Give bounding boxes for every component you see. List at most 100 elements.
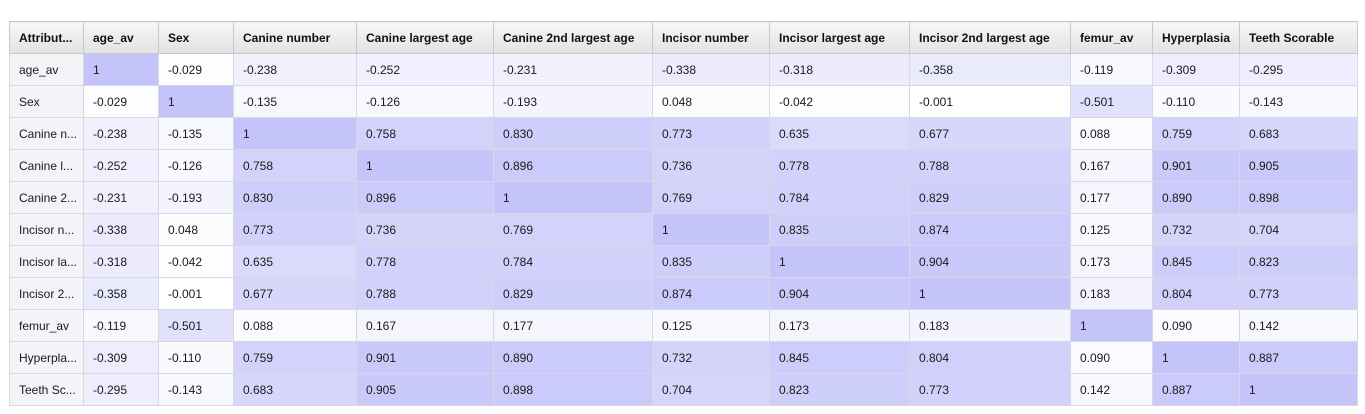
row-attribute-cell[interactable]: Incisor n...: [9, 213, 84, 246]
correlation-cell[interactable]: 0.890: [493, 341, 653, 374]
correlation-cell[interactable]: 0.887: [1152, 373, 1240, 406]
column-header[interactable]: femur_av: [1070, 21, 1153, 54]
correlation-cell[interactable]: 0.773: [652, 117, 770, 150]
table-row[interactable]: Incisor 2... -0.358 -0.001 0.677 0.788 0.829 0…: [9, 277, 1358, 310]
correlation-cell[interactable]: -0.318: [769, 53, 910, 86]
correlation-cell[interactable]: 0.183: [1070, 277, 1153, 310]
column-header[interactable]: age_av: [83, 21, 159, 54]
correlation-cell[interactable]: -0.042: [158, 245, 234, 278]
correlation-cell[interactable]: 0.048: [158, 213, 234, 246]
correlation-cell[interactable]: 0.732: [1152, 213, 1240, 246]
correlation-cell[interactable]: 0.904: [909, 245, 1071, 278]
column-header[interactable]: Incisor largest age: [769, 21, 910, 54]
correlation-cell[interactable]: 0.901: [1152, 149, 1240, 182]
correlation-cell[interactable]: -0.126: [158, 149, 234, 182]
row-attribute-cell[interactable]: Hyperpla...: [9, 341, 84, 374]
correlation-cell[interactable]: 0.677: [909, 117, 1071, 150]
correlation-cell[interactable]: 0.773: [909, 373, 1071, 406]
row-attribute-cell[interactable]: age_av: [9, 53, 84, 86]
correlation-cell[interactable]: 0.788: [909, 149, 1071, 182]
correlation-cell[interactable]: -0.252: [83, 149, 159, 182]
correlation-cell[interactable]: 0.769: [652, 181, 770, 214]
correlation-cell[interactable]: 1: [1070, 309, 1153, 342]
correlation-cell[interactable]: 1: [652, 213, 770, 246]
correlation-cell[interactable]: -0.119: [83, 309, 159, 342]
correlation-cell[interactable]: -0.001: [909, 85, 1071, 118]
correlation-cell[interactable]: 0.835: [769, 213, 910, 246]
correlation-cell[interactable]: 0.835: [652, 245, 770, 278]
correlation-cell[interactable]: 0.088: [1070, 117, 1153, 150]
correlation-cell[interactable]: 1: [356, 149, 494, 182]
correlation-cell[interactable]: -0.143: [1239, 85, 1358, 118]
column-header[interactable]: Canine largest age: [356, 21, 494, 54]
correlation-cell[interactable]: 0.125: [652, 309, 770, 342]
correlation-cell[interactable]: -0.001: [158, 277, 234, 310]
correlation-cell[interactable]: 0.758: [356, 117, 494, 150]
correlation-cell[interactable]: 0.177: [1070, 181, 1153, 214]
correlation-cell[interactable]: -0.231: [83, 181, 159, 214]
column-header[interactable]: Hyperplasia: [1152, 21, 1240, 54]
correlation-cell[interactable]: 0.773: [1239, 277, 1358, 310]
correlation-cell[interactable]: 0.901: [356, 341, 494, 374]
correlation-cell[interactable]: 0.778: [769, 149, 910, 182]
correlation-cell[interactable]: -0.135: [158, 117, 234, 150]
correlation-cell[interactable]: 0.173: [1070, 245, 1153, 278]
correlation-cell[interactable]: -0.231: [493, 53, 653, 86]
correlation-cell[interactable]: 0.804: [909, 341, 1071, 374]
correlation-cell[interactable]: -0.501: [158, 309, 234, 342]
column-header[interactable]: Canine 2nd largest age: [493, 21, 653, 54]
column-header[interactable]: Teeth Scorable: [1239, 21, 1358, 54]
column-header[interactable]: Sex: [158, 21, 234, 54]
correlation-cell[interactable]: 0.173: [769, 309, 910, 342]
correlation-cell[interactable]: -0.126: [356, 85, 494, 118]
correlation-cell[interactable]: 0.823: [769, 373, 910, 406]
correlation-cell[interactable]: -0.295: [83, 373, 159, 406]
row-attribute-cell[interactable]: Canine 2...: [9, 181, 84, 214]
correlation-cell[interactable]: 0.635: [233, 245, 357, 278]
correlation-cell[interactable]: -0.119: [1070, 53, 1153, 86]
correlation-cell[interactable]: 0.804: [1152, 277, 1240, 310]
correlation-cell[interactable]: 0.704: [1239, 213, 1358, 246]
correlation-cell[interactable]: 0.773: [233, 213, 357, 246]
row-attribute-cell[interactable]: Teeth Sc...: [9, 373, 84, 406]
column-header[interactable]: Incisor 2nd largest age: [909, 21, 1071, 54]
correlation-cell[interactable]: 0.683: [233, 373, 357, 406]
correlation-cell[interactable]: 0.904: [769, 277, 910, 310]
correlation-cell[interactable]: -0.358: [909, 53, 1071, 86]
correlation-cell[interactable]: 1: [493, 181, 653, 214]
correlation-cell[interactable]: 0.898: [493, 373, 653, 406]
correlation-cell[interactable]: 0.887: [1239, 341, 1358, 374]
correlation-cell[interactable]: 0.896: [356, 181, 494, 214]
correlation-cell[interactable]: -0.309: [1152, 53, 1240, 86]
correlation-cell[interactable]: 0.898: [1239, 181, 1358, 214]
correlation-cell[interactable]: -0.295: [1239, 53, 1358, 86]
column-header[interactable]: Canine number: [233, 21, 357, 54]
correlation-cell[interactable]: 0.736: [652, 149, 770, 182]
correlation-cell[interactable]: -0.110: [1152, 85, 1240, 118]
correlation-cell[interactable]: 0.830: [493, 117, 653, 150]
table-row[interactable]: age_av 1 -0.029 -0.238 -0.252 -0.231 -0.338 -0.…: [9, 53, 1358, 86]
correlation-cell[interactable]: -0.042: [769, 85, 910, 118]
correlation-cell[interactable]: 0.874: [652, 277, 770, 310]
correlation-cell[interactable]: -0.501: [1070, 85, 1153, 118]
correlation-cell[interactable]: -0.193: [158, 181, 234, 214]
correlation-cell[interactable]: -0.252: [356, 53, 494, 86]
correlation-cell[interactable]: -0.318: [83, 245, 159, 278]
table-row[interactable]: Hyperpla... -0.309 -0.110 0.759 0.901 0.890 0.…: [9, 341, 1358, 374]
correlation-cell[interactable]: -0.309: [83, 341, 159, 374]
row-attribute-cell[interactable]: Incisor 2...: [9, 277, 84, 310]
correlation-cell[interactable]: -0.110: [158, 341, 234, 374]
correlation-cell[interactable]: 0.677: [233, 277, 357, 310]
table-row[interactable]: Teeth Sc... -0.295 -0.143 0.683 0.905 0.898 0.…: [9, 373, 1358, 406]
correlation-cell[interactable]: 0.177: [493, 309, 653, 342]
row-attribute-cell[interactable]: femur_av: [9, 309, 84, 342]
correlation-cell[interactable]: -0.338: [652, 53, 770, 86]
correlation-cell[interactable]: -0.029: [158, 53, 234, 86]
correlation-cell[interactable]: -0.029: [83, 85, 159, 118]
correlation-cell[interactable]: -0.238: [83, 117, 159, 150]
correlation-cell[interactable]: 0.845: [1152, 245, 1240, 278]
correlation-cell[interactable]: 1: [233, 117, 357, 150]
correlation-cell[interactable]: 0.142: [1239, 309, 1358, 342]
column-header[interactable]: Incisor number: [652, 21, 770, 54]
correlation-cell[interactable]: 0.830: [233, 181, 357, 214]
